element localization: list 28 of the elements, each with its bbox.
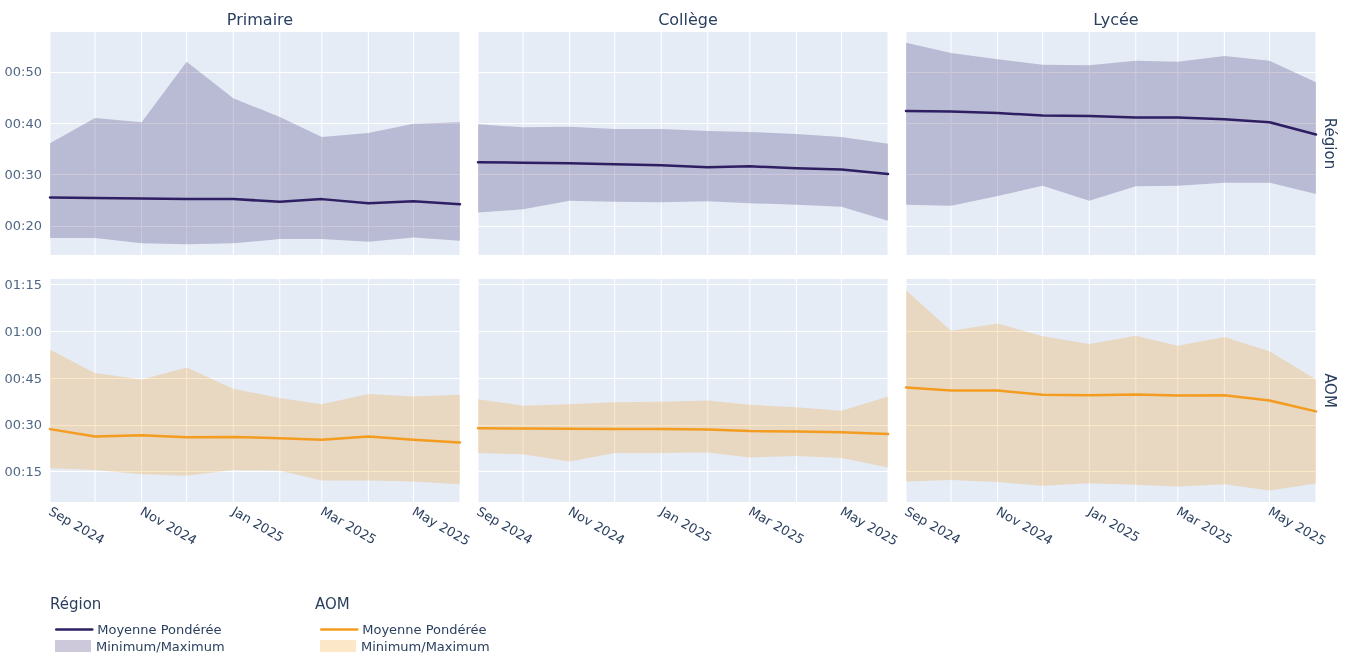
- y2-axis-title: AOM: [1321, 373, 1339, 408]
- legend-title: AOM: [315, 594, 350, 613]
- x-tick-label: Mar 2025: [318, 503, 379, 548]
- line-series: [48, 196, 462, 206]
- legend-label: Moyenne Pondérée: [362, 622, 487, 637]
- chart-title: Primaire: [226, 9, 294, 29]
- line-series: [48, 427, 462, 444]
- legend-title: Région: [50, 594, 102, 613]
- y-tick-label: 00:40: [4, 115, 42, 131]
- x-tick-label: Jan 2025: [228, 503, 287, 546]
- y-tick-label: 00:45: [4, 370, 42, 386]
- text: Minimum/Maximum: [96, 638, 225, 654]
- x-tick-label: Mar 2025: [1174, 503, 1235, 548]
- chart-title: Collège: [658, 9, 718, 29]
- x-tick-label: Jan 2025: [656, 503, 715, 546]
- y-tick-label: 01:15: [4, 277, 42, 293]
- y2-axis-title: Région: [1321, 117, 1339, 170]
- y-tick-label: 00:50: [4, 64, 42, 80]
- y-tick-label: 00:20: [4, 218, 42, 234]
- x-tick-label: Mar 2025: [746, 503, 807, 548]
- chart-title: Lycée: [1093, 9, 1139, 29]
- text: Minimum/Maximum: [361, 638, 490, 654]
- y-tick-label: 00:30: [4, 167, 42, 183]
- legend-label: Moyenne Pondérée: [97, 622, 222, 637]
- y-tick-label: 00:30: [4, 417, 42, 433]
- y-tick-label: 01:00: [4, 323, 42, 339]
- y-tick-label: 00:15: [4, 463, 42, 479]
- x-tick-label: Jan 2025: [1084, 503, 1143, 546]
